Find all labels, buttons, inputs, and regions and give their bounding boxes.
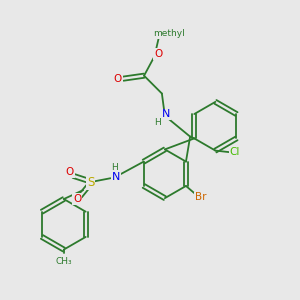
Text: O: O: [114, 74, 122, 84]
Text: O: O: [66, 167, 74, 177]
Text: H: H: [154, 118, 161, 127]
Text: H: H: [112, 163, 118, 172]
Text: S: S: [87, 176, 94, 189]
Text: Cl: Cl: [230, 147, 240, 157]
Text: O: O: [73, 194, 81, 204]
Text: methyl: methyl: [153, 29, 185, 38]
Text: CH₃: CH₃: [56, 257, 72, 266]
Text: Br: Br: [195, 192, 207, 202]
Text: N: N: [112, 172, 120, 182]
Text: N: N: [162, 109, 170, 119]
Text: O: O: [154, 49, 162, 59]
